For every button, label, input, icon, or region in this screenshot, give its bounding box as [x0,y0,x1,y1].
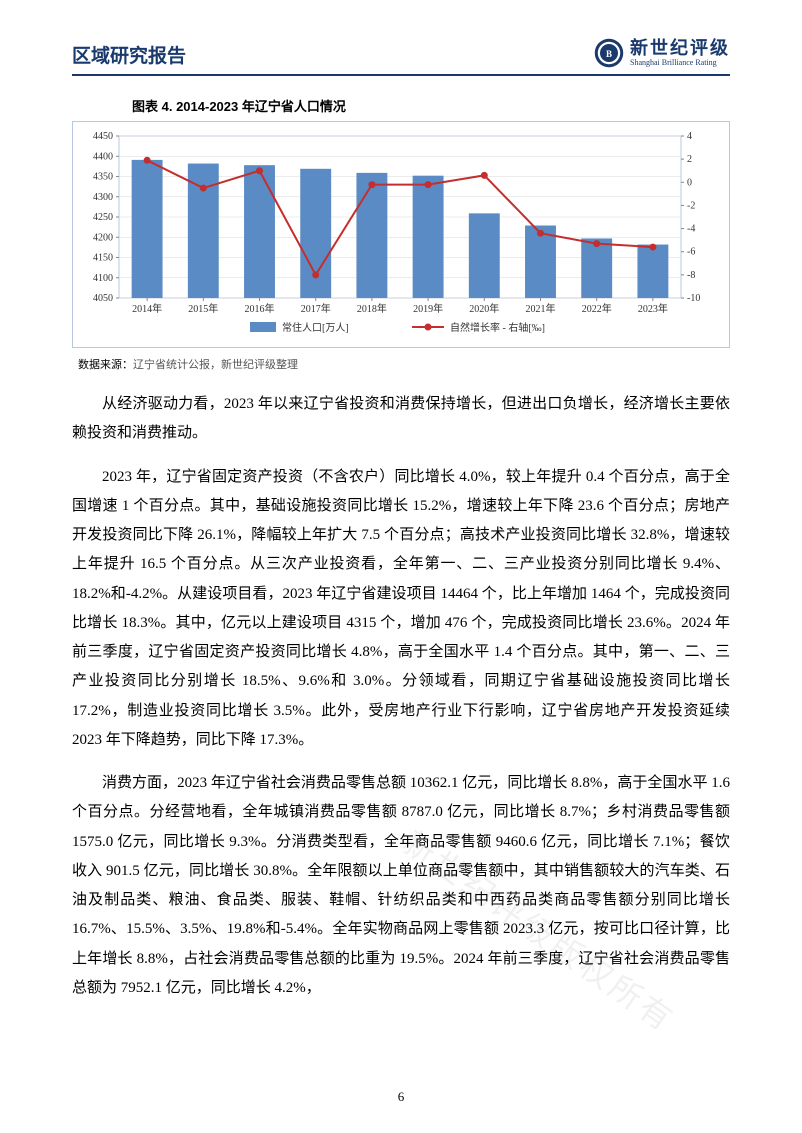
svg-text:4200: 4200 [93,232,113,243]
population-chart: 4050 4100 4150 4200 4250 4300 4350 4400 4450 -10 -… [72,121,730,348]
chart-title: 图表 4. 2014-2023 年辽宁省人口情况 [132,96,730,115]
svg-text:4150: 4150 [93,253,113,264]
brand-name-cn: 新世纪评级 [630,39,730,59]
svg-text:2018年: 2018年 [357,302,387,315]
svg-text:2014年: 2014年 [132,302,162,315]
svg-text:4350: 4350 [93,172,113,183]
svg-text:B: B [606,49,612,59]
paragraph: 2023 年，辽宁省固定资产投资（不含农户）同比增长 4.0%，较上年提升 0.… [72,463,730,756]
report-title: 区域研究报告 [72,41,186,68]
brand-block: B 新世纪评级 Shanghai Brilliance Rating [594,38,730,68]
page-header: 区域研究报告 B 新世纪评级 Shanghai Brilliance Ratin… [72,38,730,76]
page-number: 6 [0,1089,802,1105]
body-text: 从经济驱动力看，2023 年以来辽宁省投资和消费保持增长，但进出口负增长，经济增… [72,390,730,1003]
svg-text:2021年: 2021年 [526,302,556,315]
svg-text:4250: 4250 [93,212,113,223]
svg-text:2022年: 2022年 [582,302,612,315]
chart-canvas: 4050 4100 4150 4200 4250 4300 4350 4400 4450 -10 -… [77,130,717,340]
brand-name-en: Shanghai Brilliance Rating [630,59,730,68]
paragraph: 消费方面，2023 年辽宁省社会消费品零售总额 10362.1 亿元，同比增长 … [72,769,730,1003]
paragraph: 从经济驱动力看，2023 年以来辽宁省投资和消费保持增长，但进出口负增长，经济增… [72,390,730,449]
svg-text:2015年: 2015年 [188,302,218,315]
svg-text:-10: -10 [687,293,700,304]
svg-text:2016年: 2016年 [245,302,275,315]
svg-text:2023年: 2023年 [638,302,668,315]
svg-text:4400: 4400 [93,151,113,162]
svg-text:-4: -4 [687,224,695,235]
chart-source-text: 辽宁省统计公报，新世纪评级整理 [133,359,298,371]
svg-text:2019年: 2019年 [413,302,443,315]
chart-source-label: 数据来源： [78,359,133,371]
svg-text:-8: -8 [687,270,695,281]
svg-text:-2: -2 [687,200,695,211]
svg-text:4100: 4100 [93,273,113,284]
svg-text:0: 0 [687,177,692,188]
svg-text:4: 4 [687,131,692,142]
brand-logo-icon: B [594,38,624,68]
svg-text:4300: 4300 [93,192,113,203]
svg-text:-6: -6 [687,247,695,258]
svg-text:自然增长率 - 右轴[‰]: 自然增长率 - 右轴[‰] [450,321,545,334]
chart-source: 数据来源：辽宁省统计公报，新世纪评级整理 [78,356,730,372]
svg-text:2020年: 2020年 [469,302,499,315]
svg-text:2: 2 [687,154,692,165]
svg-text:常住人口[万人]: 常住人口[万人] [282,321,349,334]
svg-text:4050: 4050 [93,293,113,304]
svg-text:2017年: 2017年 [301,302,331,315]
svg-text:4450: 4450 [93,131,113,142]
